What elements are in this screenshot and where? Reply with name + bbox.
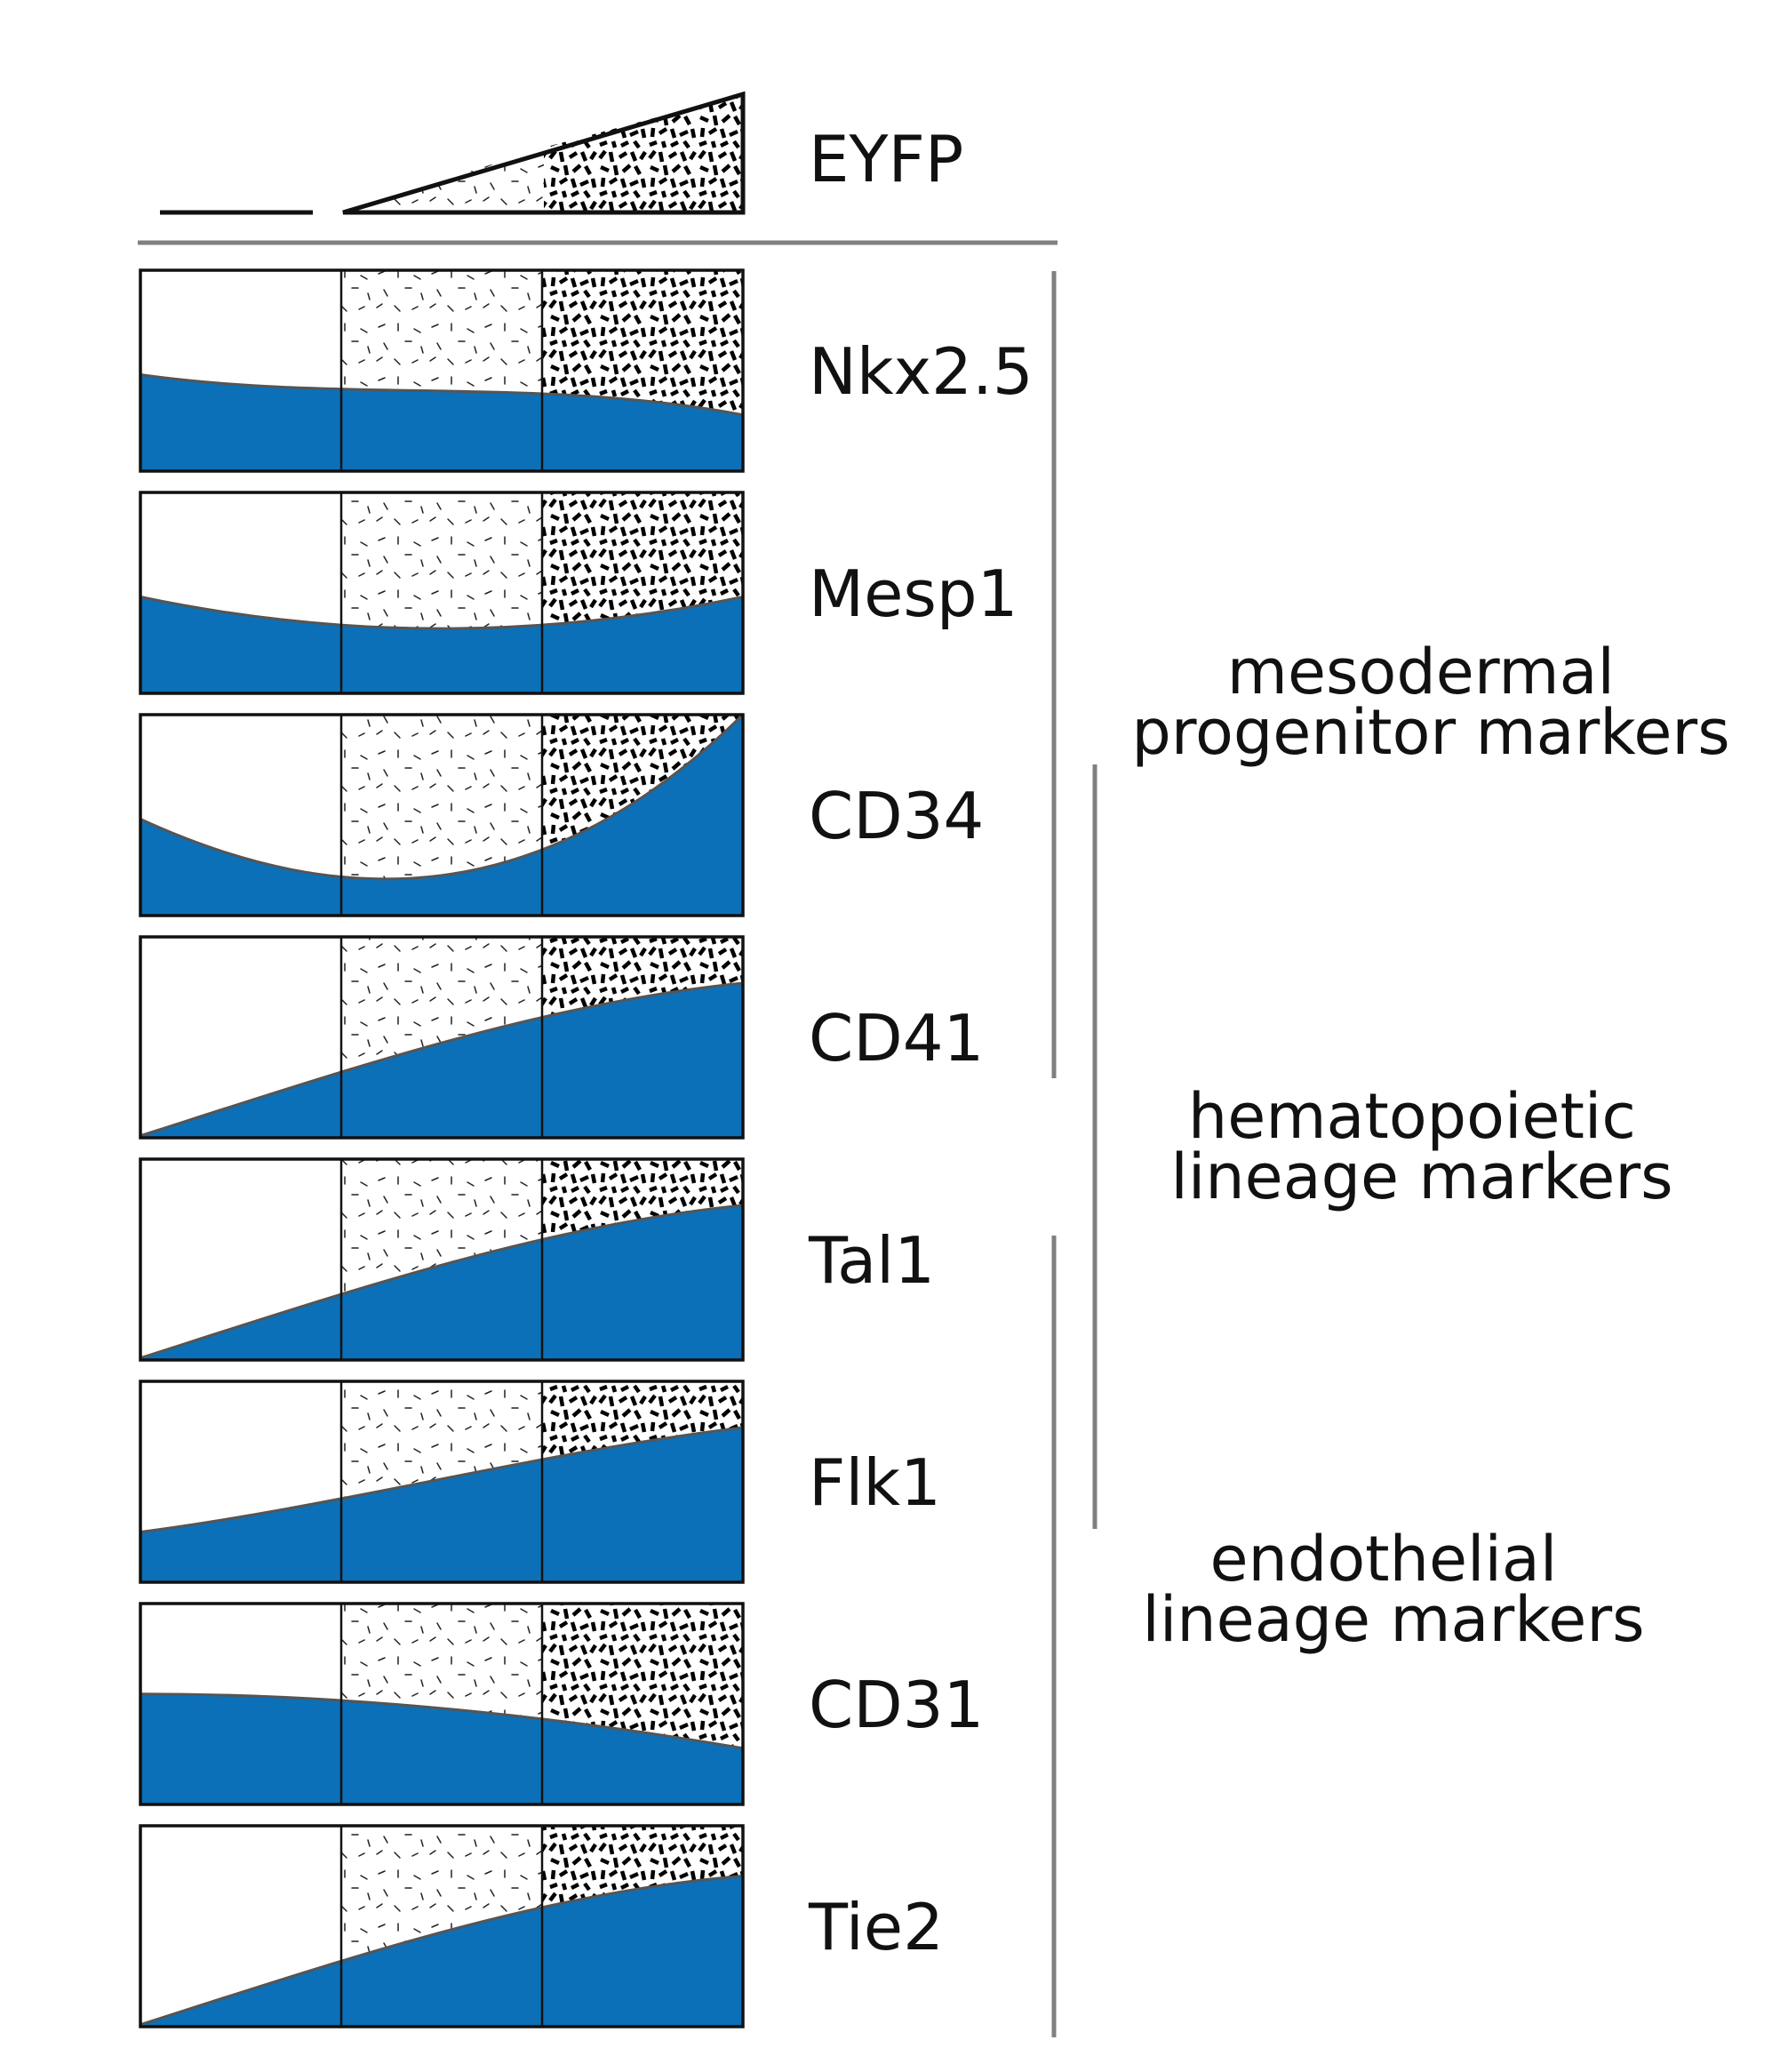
marker-label-nkx2-5: Nkx2.5 — [809, 334, 1034, 409]
panel-content-cd31 — [140, 1604, 743, 1804]
expression-area-tal1 — [140, 1204, 743, 1360]
expression-curve-nkx2-5 — [140, 373, 743, 417]
expression-area-nkx2-5 — [140, 374, 743, 471]
panel-content-nkx2-5 — [140, 270, 743, 471]
eyfp-legend: EYFP — [160, 91, 963, 215]
group-label-hematopoietic: hematopoietic lineage markers — [1170, 1080, 1672, 1213]
panel-content-mesp1 — [140, 492, 743, 693]
panel-frame-cd34 — [139, 713, 745, 917]
marker-label-tie2: Tie2 — [808, 1890, 944, 1964]
panel-content-cd34 — [140, 715, 743, 916]
marker-panel-nkx2-5: Nkx2.5 — [139, 268, 1034, 473]
panel-frame-tie2 — [139, 1824, 745, 2028]
expression-curve-cd34 — [140, 715, 743, 881]
panel-frame-cd41 — [139, 935, 745, 1140]
marker-panel-cd41: CD41 — [139, 935, 984, 1140]
marker-panels: Nkx2.5 Mesp1 CD34 CD41 Tal1 Flk1 CD31 Tie2 — [139, 268, 1034, 2028]
panel-content-tal1 — [140, 1159, 743, 1360]
eyfp-wedge-outline — [342, 91, 746, 215]
marker-panel-tal1: Tal1 — [139, 1157, 935, 1362]
panel-frame-nkx2-5 — [139, 268, 745, 473]
eyfp-high-wedge — [544, 94, 743, 212]
marker-panel-tie2: Tie2 — [139, 1824, 944, 2028]
eyfp-label: EYFP — [809, 122, 963, 196]
panel-frame-flk1 — [139, 1380, 745, 1584]
marker-panel-cd31: CD31 — [139, 1602, 984, 1806]
group-label-mesodermal: mesodermal progenitor markers — [1131, 636, 1729, 769]
expression-area-cd41 — [140, 982, 743, 1138]
panel-content-flk1 — [140, 1381, 743, 1582]
marker-label-cd41: CD41 — [809, 1001, 984, 1076]
expression-area-flk1 — [140, 1427, 743, 1582]
expression-curve-cd31 — [140, 1692, 743, 1750]
expression-curve-tal1 — [140, 1204, 743, 1360]
panel-frame-tal1 — [139, 1157, 745, 1362]
panel-content-cd41 — [140, 937, 743, 1138]
marker-label-tal1: Tal1 — [808, 1223, 935, 1298]
expression-curve-flk1 — [140, 1426, 743, 1533]
marker-panel-flk1: Flk1 — [139, 1380, 941, 1584]
marker-label-flk1: Flk1 — [809, 1445, 941, 1520]
panel-frame-cd31 — [139, 1602, 745, 1806]
marker-label-cd31: CD31 — [809, 1668, 984, 1742]
expression-area-tie2 — [140, 1876, 743, 2027]
expression-area-cd31 — [140, 1693, 743, 1804]
panel-content-tie2 — [140, 1826, 743, 2027]
expression-curve-tie2 — [140, 1875, 743, 2027]
marker-label-cd34: CD34 — [809, 779, 984, 853]
group-label-endothelial: endothelial lineage markers — [1142, 1523, 1644, 1656]
group-brackets — [1051, 271, 1098, 2037]
group-labels: mesodermal progenitor markers hematopoie… — [1131, 636, 1729, 1656]
marker-label-mesp1: Mesp1 — [809, 556, 1018, 631]
expression-curve-cd41 — [140, 981, 743, 1138]
expression-area-cd34 — [140, 715, 743, 916]
panel-frame-mesp1 — [139, 491, 745, 695]
marker-panel-mesp1: Mesp1 — [139, 491, 1018, 695]
expression-curve-mesp1 — [140, 596, 743, 630]
marker-panel-cd34: CD34 — [139, 713, 984, 917]
